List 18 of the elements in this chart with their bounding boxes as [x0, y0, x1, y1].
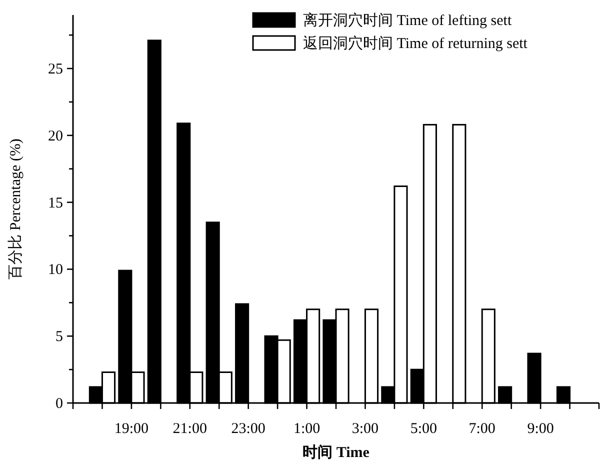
y-tick-label: 15	[48, 195, 63, 212]
x-tick-label: 1:00	[293, 421, 320, 437]
x-tick-label: 21:00	[172, 421, 207, 437]
y-tick-label: 10	[48, 262, 63, 278]
x-tick-label: 5:00	[410, 421, 438, 437]
x-tick-label: 19:00	[114, 421, 149, 437]
legend-label: 返回洞穴时间 Time of returning sett	[303, 35, 528, 52]
x-tick-label: 9:00	[527, 421, 554, 437]
y-tick-label: 20	[48, 128, 63, 144]
y-axis-title: 百分比 Percentage (%)	[7, 138, 24, 280]
x-tick-label: 23:00	[231, 421, 266, 437]
x-tick-label: 3:00	[352, 421, 379, 437]
y-tick-label: 25	[48, 62, 63, 78]
legend-label: 离开洞穴时间 Time of lefting sett	[303, 12, 512, 29]
y-tick-label: 5	[56, 329, 63, 346]
y-tick-label: 0	[56, 396, 63, 412]
x-axis-title: 时间 Time	[302, 444, 370, 461]
x-tick-label: 7:00	[468, 421, 496, 437]
